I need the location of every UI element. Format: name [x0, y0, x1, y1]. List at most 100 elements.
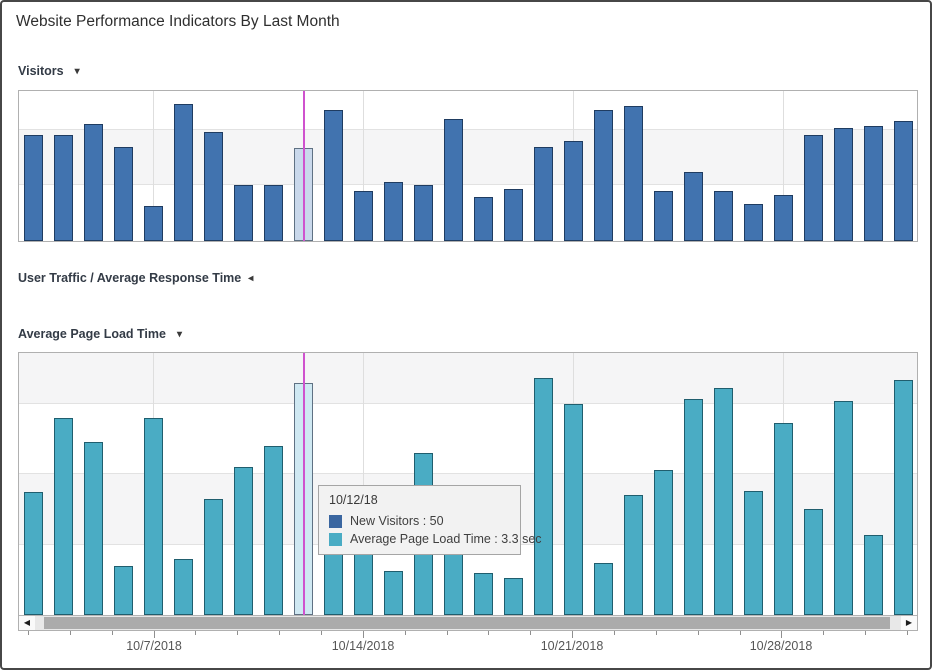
scrollbar-thumb[interactable] [42, 617, 891, 629]
bar[interactable] [894, 121, 913, 241]
plot-band [19, 353, 917, 404]
bar[interactable] [84, 442, 103, 615]
scroll-left-button[interactable]: ◀ [19, 616, 35, 630]
bar[interactable] [894, 380, 913, 615]
bar[interactable] [834, 128, 853, 241]
bar[interactable] [474, 573, 493, 615]
bar[interactable] [654, 470, 673, 615]
bar[interactable] [624, 495, 643, 615]
bar[interactable] [234, 185, 253, 241]
gridline-horizontal [19, 473, 917, 475]
bar[interactable] [804, 509, 823, 615]
user-traffic-pane-header[interactable]: User Traffic / Average Response Time ◂ [18, 271, 253, 285]
h-scrollbar[interactable]: ◀ ▶ [19, 615, 917, 630]
load-time-pane-label: Average Page Load Time [18, 327, 166, 341]
axis-label: 10/7/2018 [126, 639, 182, 653]
bar[interactable] [504, 578, 523, 615]
bar[interactable] [714, 191, 733, 241]
axis-tick [237, 631, 238, 635]
bar[interactable] [264, 185, 283, 241]
bar[interactable] [774, 195, 793, 241]
axis-tick [447, 631, 448, 635]
axis-tick [865, 631, 866, 635]
bar[interactable] [264, 446, 283, 615]
bar[interactable] [534, 378, 553, 615]
bar[interactable] [654, 191, 673, 241]
axis-tick [195, 631, 196, 635]
tooltip-label: New Visitors : 50 [350, 514, 444, 528]
bar[interactable] [564, 141, 583, 241]
bar[interactable] [534, 147, 553, 241]
bar[interactable] [384, 571, 403, 615]
collapse-left-icon[interactable]: ◂ [248, 273, 254, 284]
load-time-plot-area [19, 353, 917, 615]
axis-tick [698, 631, 699, 635]
bar[interactable] [444, 119, 463, 241]
bar[interactable] [324, 110, 343, 241]
bar[interactable] [684, 172, 703, 241]
visitors-pane-label: Visitors [18, 64, 64, 78]
load-time-swatch-icon [329, 532, 342, 546]
axis-tick [781, 631, 782, 638]
axis-tick [28, 631, 29, 635]
bar[interactable] [174, 104, 193, 241]
bar[interactable] [774, 423, 793, 615]
bar[interactable] [24, 135, 43, 241]
visitors-pane-header[interactable]: Visitors ▾ [18, 64, 80, 78]
bar[interactable] [864, 126, 883, 241]
scroll-right-icon: ▶ [905, 618, 913, 627]
bar[interactable] [354, 191, 373, 241]
bar[interactable] [144, 418, 163, 615]
bar[interactable] [84, 124, 103, 241]
plot-band [19, 129, 917, 186]
bar[interactable] [24, 492, 43, 615]
chevron-down-icon[interactable]: ▾ [74, 66, 80, 77]
axis-tick [112, 631, 113, 635]
bar[interactable] [744, 491, 763, 615]
bar[interactable] [564, 404, 583, 615]
axis-tick [154, 631, 155, 638]
new-visitors-swatch-icon [329, 514, 342, 528]
bar[interactable] [384, 182, 403, 241]
bar[interactable] [54, 135, 73, 241]
user-traffic-pane-label: User Traffic / Average Response Time [18, 271, 242, 285]
bar[interactable] [204, 499, 223, 615]
bar[interactable] [174, 559, 193, 615]
bar[interactable] [474, 197, 493, 241]
bar[interactable] [714, 388, 733, 615]
bar[interactable] [144, 206, 163, 241]
bar[interactable] [234, 467, 253, 615]
visitors-chart [18, 90, 918, 242]
gridline-vertical [363, 353, 364, 615]
chevron-down-icon[interactable]: ▾ [176, 329, 183, 340]
load-time-pane-header[interactable]: Average Page Load Time ▾ [18, 327, 182, 341]
gridline-vertical [783, 91, 784, 241]
bar[interactable] [54, 418, 73, 615]
bar[interactable] [834, 401, 853, 615]
tooltip-row: Average Page Load Time : 3.3 sec [329, 532, 542, 546]
bar[interactable] [414, 185, 433, 241]
scroll-right-button[interactable]: ▶ [901, 616, 917, 630]
bar[interactable] [114, 566, 133, 615]
axis-tick [572, 631, 573, 638]
bar[interactable] [804, 135, 823, 241]
bar[interactable] [744, 204, 763, 241]
axis-label: 10/21/2018 [540, 639, 604, 653]
bar[interactable] [204, 132, 223, 241]
tooltip-date: 10/12/18 [329, 493, 378, 507]
bar[interactable] [594, 563, 613, 615]
bar[interactable] [624, 106, 643, 241]
gridline-horizontal [19, 402, 917, 404]
axis-tick [405, 631, 406, 635]
bar[interactable] [114, 147, 133, 241]
bar[interactable] [864, 535, 883, 615]
axis-tick [907, 631, 908, 635]
axis-tick [740, 631, 741, 635]
gridline-vertical [153, 91, 154, 241]
bar[interactable] [504, 189, 523, 241]
bar[interactable] [594, 110, 613, 241]
page-title: Website Performance Indicators By Last M… [16, 13, 340, 30]
axis-tick [363, 631, 364, 638]
bar[interactable] [684, 399, 703, 615]
